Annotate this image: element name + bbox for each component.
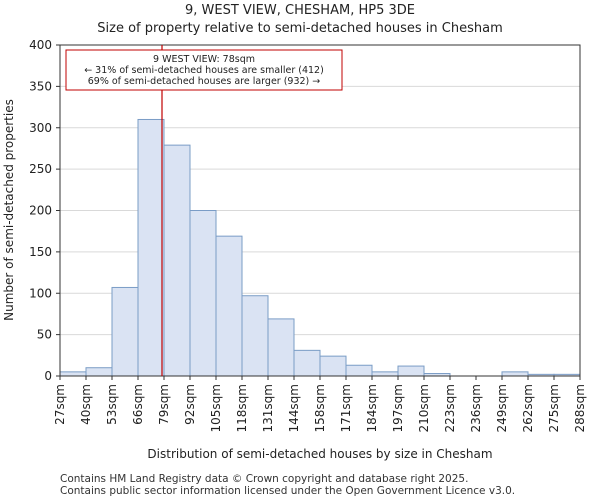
x-tick-label: 275sqm	[547, 384, 561, 432]
y-tick-label: 250	[29, 162, 52, 176]
x-tick-label: 249sqm	[495, 384, 509, 432]
x-tick-label: 171sqm	[339, 384, 353, 432]
x-tick-label: 223sqm	[443, 384, 457, 432]
x-axis-label: Distribution of semi-detached houses by …	[147, 447, 492, 461]
x-tick-label: 144sqm	[287, 384, 301, 432]
x-tick-label: 131sqm	[261, 384, 275, 432]
x-tick-label: 105sqm	[209, 384, 223, 432]
y-tick-label: 300	[29, 121, 52, 135]
x-tick-label: 288sqm	[573, 384, 587, 432]
y-tick-label: 50	[37, 328, 52, 342]
bar-197sqm	[397, 365, 425, 377]
bar-118sqm	[241, 295, 269, 377]
bar-40sqm	[85, 367, 113, 377]
footer-copyright: Contains HM Land Registry data © Crown c…	[60, 473, 469, 485]
chart-subtitle: Size of property relative to semi-detach…	[97, 21, 503, 36]
x-tick-label: 210sqm	[417, 384, 431, 432]
x-tick-label: 184sqm	[365, 384, 379, 432]
bar-144sqm	[293, 349, 321, 377]
bar-105sqm	[215, 235, 243, 377]
page-title: 9, WEST VIEW, CHESHAM, HP5 3DE	[185, 3, 415, 18]
y-tick-label: 350	[29, 79, 52, 93]
bar-171sqm	[345, 364, 373, 377]
bar-92sqm	[189, 210, 217, 377]
y-axis-label: Number of semi-detached properties	[2, 99, 16, 321]
x-tick-label: 66sqm	[131, 384, 145, 425]
x-tick-label: 53sqm	[105, 384, 119, 425]
annotation-line-2: ← 31% of semi-detached houses are smalle…	[84, 65, 324, 76]
x-tick-label: 158sqm	[313, 384, 327, 432]
y-tick-label: 200	[29, 204, 52, 218]
x-tick-label: 118sqm	[235, 384, 249, 432]
x-tick-label: 27sqm	[53, 384, 67, 425]
annotation-line-1: 9 WEST VIEW: 78sqm	[153, 54, 255, 65]
y-tick-label: 400	[29, 38, 52, 52]
bar-184sqm	[371, 371, 399, 377]
x-tick-label: 40sqm	[79, 384, 93, 425]
x-tick-label: 79sqm	[157, 384, 171, 425]
footer-licence: Contains public sector information licen…	[60, 485, 516, 497]
bars	[59, 118, 581, 377]
bar-131sqm	[267, 318, 295, 377]
bar-249sqm	[501, 371, 529, 377]
bar-158sqm	[319, 355, 347, 377]
annotation-line-3: 69% of semi-detached houses are larger (…	[88, 76, 321, 87]
bar-66sqm	[137, 118, 165, 377]
bar-27sqm	[59, 371, 87, 377]
x-tick-label: 236sqm	[469, 384, 483, 432]
x-tick-label: 197sqm	[391, 384, 405, 432]
bar-79sqm	[163, 144, 191, 377]
x-tick-label: 262sqm	[521, 384, 535, 432]
y-tick-label: 100	[29, 286, 52, 300]
x-axis: 27sqm 40sqm 53sqm 66sqm 79sqm 92sqm 105sqm 118s…	[53, 376, 587, 432]
annotation-box: 9 WEST VIEW: 78sqm ← 31% of semi-detache…	[65, 49, 343, 91]
y-tick-label: 150	[29, 245, 52, 259]
x-tick-label: 92sqm	[183, 384, 197, 425]
y-axis: 0 50 100 150 200 250 300 350 400	[29, 38, 60, 383]
y-tick-label: 0	[44, 369, 52, 383]
bar-53sqm	[111, 286, 139, 377]
